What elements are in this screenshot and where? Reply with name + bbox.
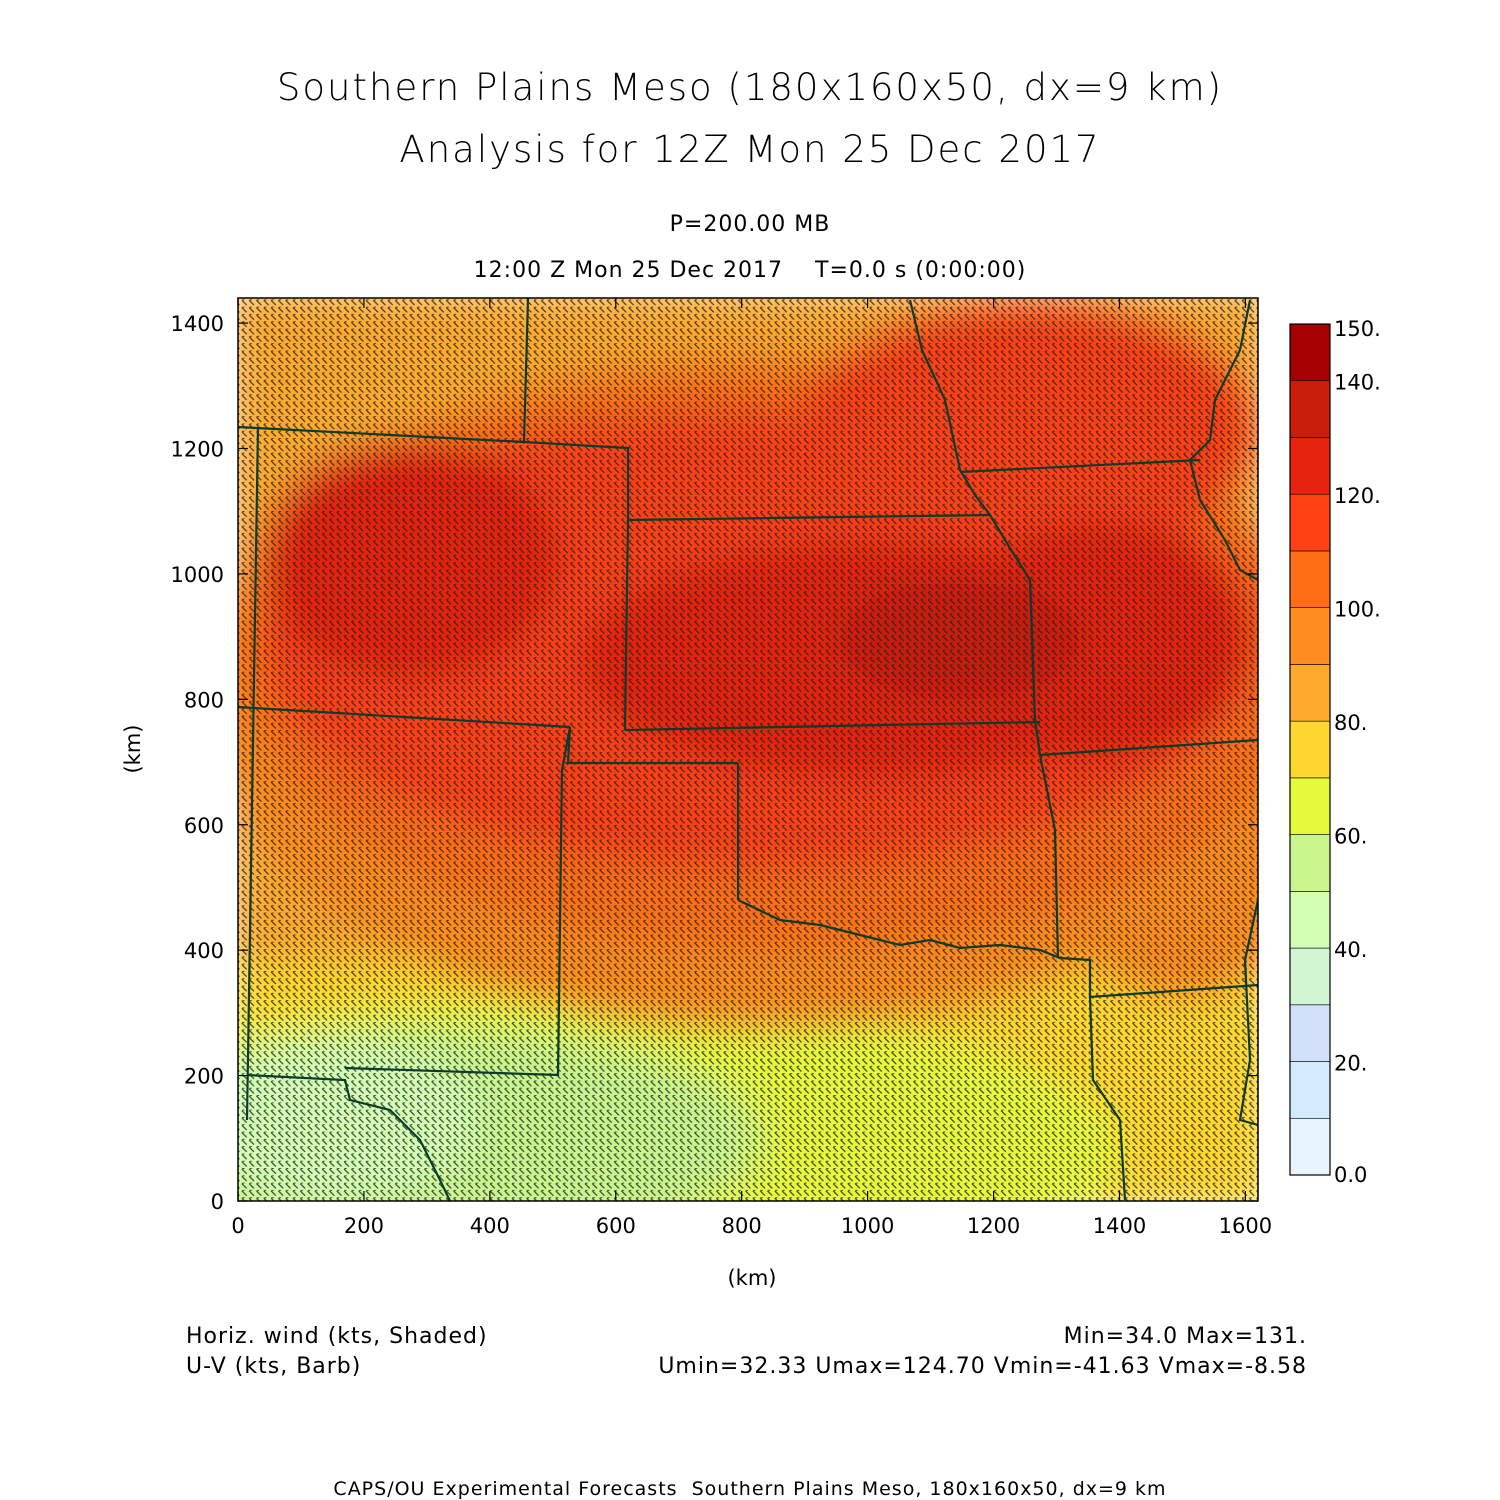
barb-field-description: U-V (kts, Barb) (186, 1354, 362, 1379)
border-ne-ia-missouri-river (908, 299, 1031, 581)
colorbar-label: 140. (1334, 371, 1381, 395)
colorbar-segment (1289, 720, 1331, 779)
colorbar-segment (1289, 550, 1331, 608)
y-tick-label: 800 (184, 688, 224, 712)
colorbar: 0.0 20. 40. 60. 80. 100. 120. 140. 150. (1289, 317, 1381, 1187)
colorbar-segment (1289, 380, 1331, 438)
wind-barbs (238, 298, 1258, 1201)
colorbar-label: 80. (1334, 711, 1367, 735)
colorbar-label: 0.0 (1334, 1163, 1367, 1187)
border-wy-ne-west (522, 298, 530, 443)
y-tick-label: 0 (211, 1190, 224, 1214)
border-ia-mn (959, 458, 1201, 474)
colorbar-label: 40. (1334, 938, 1367, 962)
border-mississippi-river (1188, 299, 1258, 581)
y-tick-label: 200 (184, 1065, 224, 1089)
shaded-field-description: Horiz. wind (kts, Shaded) (186, 1324, 488, 1349)
colorbar-label: 150. (1334, 317, 1381, 341)
colorbar-segment (1289, 947, 1331, 1006)
border-ks-mo (1028, 579, 1042, 756)
border-co-ks (623, 519, 630, 731)
plot-title-line-1: Southern Plains Meso (180x160x50, dx=9 k… (276, 66, 1224, 109)
plot-frame (237, 297, 1259, 1202)
border-co-nm (238, 705, 571, 729)
border-ne-ks (523, 440, 991, 522)
x-axis-label: (km) (727, 1266, 776, 1290)
border-ok-ar (1038, 754, 1060, 959)
colorbar-label: 120. (1334, 484, 1381, 508)
colorbar-segment (1289, 1061, 1331, 1119)
border-red-river (737, 899, 1091, 962)
x-tick-label: 200 (344, 1214, 384, 1238)
wind-speed-shading (238, 298, 1258, 1201)
x-tick-label: 0 (231, 1214, 244, 1238)
y-tick-label: 1000 (171, 563, 224, 587)
x-tick-label: 1400 (1093, 1214, 1146, 1238)
x-axis-ticks: 0 200 400 600 800 1000 1200 1400 1600 (231, 298, 1272, 1238)
border-co-wy (238, 425, 525, 444)
border-ks-ok (624, 720, 1041, 732)
x-tick-label: 400 (470, 1214, 510, 1238)
colorbar-segment (1289, 607, 1331, 665)
border-nm-tx-west (344, 726, 572, 1077)
x-tick-label: 1600 (1219, 1214, 1272, 1238)
pressure-level-label: P=200.00 MB (669, 212, 831, 237)
y-tick-label: 1400 (171, 312, 224, 336)
colorbar-label: 100. (1334, 598, 1381, 622)
border-az-nm (245, 426, 260, 1121)
x-tick-label: 1200 (967, 1214, 1020, 1238)
y-axis-ticks: 0 200 400 600 800 1000 1200 1400 (171, 312, 1258, 1214)
colorbar-segment (1289, 437, 1331, 495)
border-tx-mexico (246, 1073, 451, 1201)
valid-time-label: 12:00 Z Mon 25 Dec 2017 T=0.0 s (0:00:00… (473, 258, 1027, 283)
border-mo-ar (1039, 738, 1258, 757)
colorbar-segment (1289, 777, 1331, 835)
min-max-stats: Min=34.0 Max=131. (1063, 1324, 1307, 1349)
y-axis-label: (km) (121, 724, 145, 773)
y-tick-label: 1200 (171, 438, 224, 462)
colorbar-segment (1289, 891, 1331, 949)
uv-stats: Umin=32.33 Umax=124.70 Vmin=-41.63 Vmax=… (658, 1354, 1307, 1379)
colorbar-segment (1289, 1117, 1331, 1176)
colorbar-label: 60. (1334, 825, 1367, 849)
x-tick-label: 800 (722, 1214, 762, 1238)
colorbar-frame (1289, 323, 1331, 1176)
colorbar-segment (1289, 664, 1331, 722)
border-ok-panhandle (566, 726, 738, 765)
plot-title-line-2: Analysis for 12Z Mon 25 Dec 2017 (399, 128, 1101, 171)
credit-line: CAPS/OU Experimental Forecasts Southern … (333, 1478, 1167, 1500)
colorbar-segment (1289, 834, 1331, 892)
state-borders (238, 298, 1258, 1201)
colorbar-segment (1289, 1004, 1331, 1062)
colorbar-label: 20. (1334, 1052, 1367, 1076)
colorbar-segment (1289, 493, 1331, 552)
y-tick-label: 600 (184, 814, 224, 838)
border-la-tx (1088, 996, 1127, 1201)
x-tick-label: 1000 (841, 1214, 894, 1238)
colorbar-segment (1289, 323, 1331, 382)
border-ms-river-south (1238, 899, 1258, 1127)
x-tick-label: 600 (596, 1214, 636, 1238)
y-tick-label: 400 (184, 939, 224, 963)
